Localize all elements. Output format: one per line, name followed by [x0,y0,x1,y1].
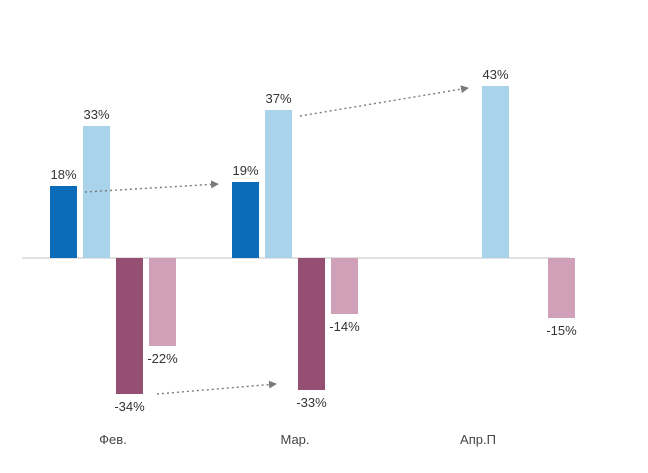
category-label-0: Фев. [99,432,127,447]
data-label-series-4-0: -22% [147,351,178,366]
category-label-2: Апр.П [460,432,496,447]
bar-series-2-1 [265,110,292,258]
data-label-series-1-1: 19% [232,163,258,178]
trend-arrow-1 [299,85,469,117]
bar-series-4-1 [331,258,358,314]
bar-series-3-1 [298,258,325,390]
data-label-series-3-0: -34% [114,399,145,414]
trend-arrow-0 [84,180,219,193]
data-label-series-3-1: -33% [296,395,327,410]
bar-series-4-0 [149,258,176,346]
trend-arrow-2 [156,380,277,395]
data-label-series-2-2: 43% [482,67,508,82]
data-label-series-2-1: 37% [265,91,291,106]
bar-series-3-0 [116,258,143,394]
data-label-series-4-2: -15% [546,323,577,338]
data-label-series-1-0: 18% [50,167,76,182]
bar-series-2-2 [482,86,509,258]
data-label-series-2-0: 33% [83,107,109,122]
bar-series-4-2 [548,258,575,318]
category-label-1: Мар. [280,432,309,447]
bar-series-1-0 [50,186,77,258]
data-label-series-4-1: -14% [329,319,360,334]
bar-series-1-1 [232,182,259,258]
